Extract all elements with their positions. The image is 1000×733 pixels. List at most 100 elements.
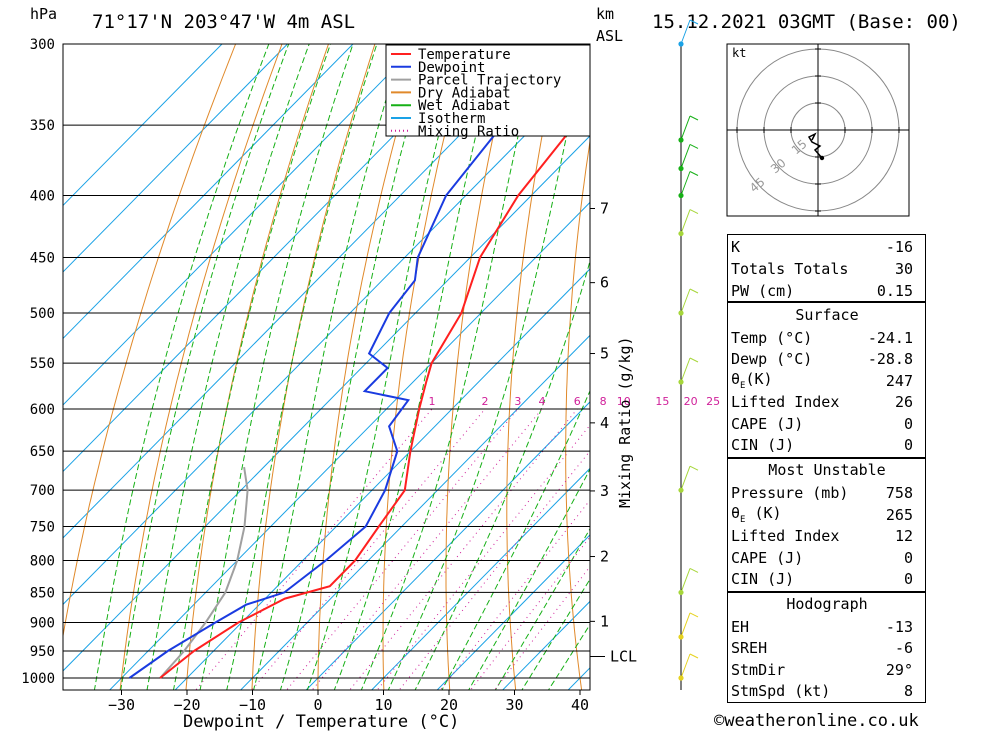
pressure-label: 900: [30, 616, 55, 632]
hodograph-stats-box: [727, 592, 926, 703]
mu-cin: CIN (J) 0: [731, 569, 913, 588]
wind-barb: [680, 19, 691, 45]
wind-barb: [680, 144, 691, 169]
pressure-label: 400: [30, 188, 55, 204]
wind-barb-flag: [689, 19, 699, 25]
wind-barb-flag: [689, 567, 699, 573]
mixing-ratio-label: 2: [481, 395, 488, 408]
surface-cin: CIN (J) 0: [731, 435, 913, 454]
most-unstable-box: [727, 458, 926, 592]
pressure-label: 600: [30, 402, 55, 418]
dry-adiabat-line: [445, 44, 515, 690]
wet-adiabat-line: [360, 44, 540, 690]
temperature-tick-label: 10: [374, 696, 392, 714]
pressure-label: 800: [30, 553, 55, 569]
dry-adiabat-line: [317, 44, 422, 690]
pressure-label: 300: [30, 37, 55, 53]
wind-barb-flag: [689, 209, 699, 215]
hodo-stmspd: StmSpd (kt) 8: [731, 681, 913, 700]
wind-barb-flag: [689, 357, 699, 363]
dry-adiabat-line: [506, 44, 562, 690]
wind-level-dot: [678, 634, 684, 640]
most-unstable-title: Most Unstable: [768, 461, 886, 479]
isotherm-line: [63, 135, 590, 672]
dry-adiabat-line: [978, 44, 1000, 709]
wet-adiabat-line: [414, 259, 590, 690]
wet-adiabat-line: [494, 527, 590, 690]
mixing-ratio-labels: 1 2 3 4 6 8 10 15 20 25: [428, 395, 720, 408]
hodo-eh: EH -13: [731, 617, 913, 636]
wet-adiabat-line: [333, 44, 499, 690]
surface-li: Lifted Index 26: [731, 392, 913, 411]
isotherm-line: [63, 44, 419, 406]
dry-adiabat-line: [678, 44, 717, 709]
mixing-ratio-label: 15: [655, 395, 669, 408]
wet-adiabat-line: [441, 389, 590, 690]
surface-title: Surface: [795, 306, 859, 324]
dry-adiabat-line: [119, 44, 283, 690]
hodograph-unit: kt: [732, 46, 746, 60]
mixing-ratio-label: 25: [706, 395, 720, 408]
pressure-label: 450: [30, 251, 55, 267]
wind-barb-flag: [689, 144, 699, 149]
isotherm-line: [63, 68, 590, 606]
temperature-tick-label: 20: [440, 696, 458, 714]
location-title: 71°17'N 203°47'W 4m ASL: [92, 11, 355, 33]
mixing-ratio-line: [469, 536, 590, 690]
grid-lines: [63, 44, 1000, 709]
wind-barb: [680, 357, 691, 383]
mixing-ratio-line: [398, 450, 590, 690]
plot-frame: [62, 43, 591, 691]
wet-adiabat-line: [279, 44, 432, 690]
hpa-unit-label: hPa: [30, 5, 57, 23]
wet-adiabat-line: [120, 44, 290, 690]
mixing-ratio-line: [311, 408, 543, 690]
isotherm-line: [63, 44, 485, 473]
datetime-title: 15.12.2021 03GMT (Base: 00): [652, 11, 961, 33]
legend-label: Mixing Ratio: [418, 124, 519, 140]
legend-label: Isotherm: [418, 111, 485, 127]
mixing-ratio-label: 10: [617, 395, 631, 408]
wind-barb-flag: [689, 115, 699, 121]
isotherm-line: [108, 201, 590, 690]
pressure-label: 700: [30, 483, 55, 499]
km-tick-label: 1: [600, 612, 609, 630]
surface-box: [727, 302, 926, 458]
wind-barb-flag: [689, 171, 699, 176]
wet-adiabat-line: [387, 44, 588, 690]
mixing-ratio-label: 6: [574, 395, 581, 408]
isotherm-line: [63, 44, 223, 207]
mixing-ratio-line: [439, 499, 590, 690]
mixing-ratio-label: 20: [684, 395, 698, 408]
index-pw: PW (cm) 0.15: [731, 281, 913, 300]
pressure-label: 550: [30, 356, 55, 372]
mixing-ratio-label: 8: [600, 395, 607, 408]
temperature-tick-label: −20: [173, 696, 200, 714]
dry-adiabat-line: [63, 44, 237, 639]
hodo-sreh: SREH -6: [731, 638, 913, 657]
wind-barb: [680, 568, 691, 593]
isotherm-line: [63, 44, 288, 273]
mu-thetae: θE (K) 265: [731, 504, 913, 525]
hodograph-storm-marker: [819, 155, 825, 161]
wind-barb-flag: [689, 288, 699, 294]
x-axis-label: Dewpoint / Temperature (°C): [183, 712, 459, 732]
hodo-stmdir: StmDir 29°: [731, 660, 913, 679]
wind-barb-flag: [689, 612, 699, 618]
isotherm-line: [370, 467, 590, 690]
km-tick-label: 3: [600, 482, 609, 500]
isotherm-line: [63, 44, 354, 340]
mixing-ratio-label: 3: [514, 395, 521, 408]
wet-adiabat-line: [306, 44, 464, 690]
wet-adiabat-line: [146, 44, 310, 690]
dry-adiabat-line: [932, 44, 1000, 709]
mixing-ratio-line: [493, 565, 590, 690]
pressure-label: 850: [30, 585, 55, 601]
hodograph-stats-title: Hodograph: [786, 595, 868, 613]
wind-barb: [680, 466, 691, 491]
surface-thetae: θE(K) 247: [731, 370, 913, 391]
index-k: K -16: [731, 237, 913, 256]
km-tick-label: 6: [600, 274, 609, 292]
